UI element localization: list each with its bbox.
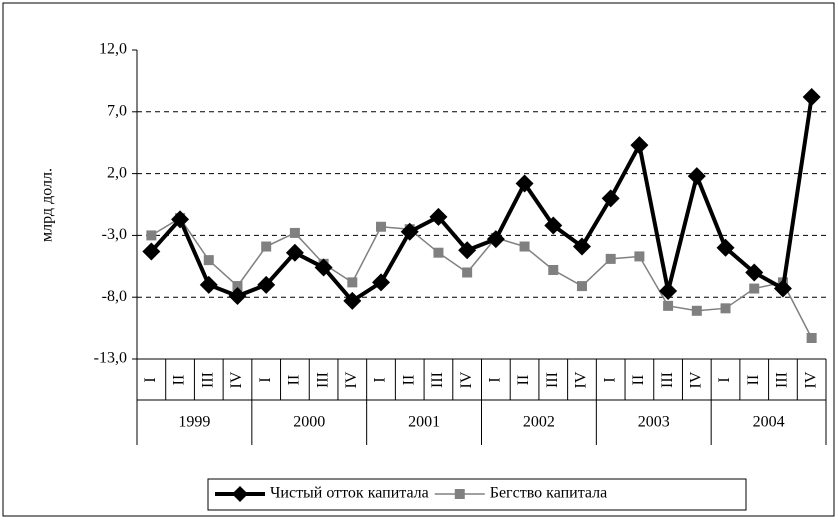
point-marker [462, 267, 473, 278]
point-marker [659, 282, 678, 301]
y-tick-label: 2,0 [107, 164, 127, 181]
point-marker [749, 283, 760, 294]
point-marker [773, 279, 792, 298]
point-marker [601, 189, 620, 208]
point-marker [605, 253, 616, 264]
point-marker [663, 300, 674, 311]
point-marker [806, 332, 817, 343]
x-tick-label: III [774, 372, 791, 388]
y-tick-label: -13,0 [94, 350, 127, 367]
point-marker [372, 273, 391, 292]
point-marker [691, 305, 702, 316]
x-tick-label: II [515, 375, 532, 386]
x-tick-label: I [142, 377, 159, 382]
x-tick-label: III [199, 372, 216, 388]
legend-label: Чистый отток капитала [270, 485, 429, 502]
x-group-label: 1999 [178, 414, 210, 431]
x-tick-label: II [745, 375, 762, 386]
point-marker [285, 243, 304, 262]
point-marker [454, 489, 465, 499]
point-marker [343, 291, 362, 310]
legend: Чистый отток капитала Бегство капитала [207, 478, 747, 511]
x-group-label: 2003 [638, 414, 670, 431]
point-marker [433, 247, 444, 258]
x-tick-label: IV [802, 371, 819, 388]
point-marker [544, 216, 563, 235]
x-tick-label: IV [228, 371, 245, 388]
point-marker [347, 277, 358, 288]
x-group-label: 2001 [408, 414, 440, 431]
point-marker [203, 255, 214, 266]
point-marker [429, 207, 448, 226]
point-marker [687, 167, 706, 186]
point-marker [572, 237, 591, 256]
x-tick-label: II [286, 375, 303, 386]
x-group-label: 2000 [293, 414, 325, 431]
x-tick-label: IV [458, 371, 475, 388]
point-marker [228, 286, 247, 305]
point-marker [576, 281, 587, 292]
point-marker [146, 230, 157, 241]
point-marker [376, 221, 387, 232]
point-marker [745, 263, 764, 282]
point-marker [232, 486, 248, 502]
y-tick-label: -3,0 [102, 226, 127, 243]
x-group-label: 2004 [753, 414, 785, 431]
x-tick-label: IV [573, 371, 590, 388]
point-marker [716, 238, 735, 257]
y-tick-label: 12,0 [99, 41, 127, 58]
legend-box [207, 478, 747, 511]
point-marker [519, 241, 530, 252]
x-tick-label: I [257, 377, 274, 382]
point-marker [314, 258, 333, 277]
point-marker [486, 230, 505, 249]
y-tick-label: -8,0 [102, 288, 127, 305]
point-marker [171, 210, 190, 229]
x-tick-label: III [314, 372, 331, 388]
point-marker [802, 87, 821, 106]
point-marker [515, 174, 534, 193]
point-marker [400, 222, 419, 241]
point-marker [630, 136, 649, 155]
x-tick-label: III [659, 372, 676, 388]
point-marker [257, 275, 276, 294]
series [146, 213, 817, 343]
x-tick-label: I [601, 377, 618, 382]
x-tick-label: I [487, 377, 504, 382]
x-tick-label: III [544, 372, 561, 388]
y-axis-label: млрд долл. [39, 168, 56, 242]
x-tick-label: II [630, 375, 647, 386]
point-marker [289, 227, 300, 238]
point-marker [261, 241, 272, 252]
point-marker [199, 275, 218, 294]
legend-label: Бегство капитала [490, 485, 607, 502]
x-tick-label: III [429, 372, 446, 388]
x-tick-label: II [400, 375, 417, 386]
x-tick-label: I [372, 377, 389, 382]
point-marker [142, 242, 161, 261]
point-marker [232, 281, 243, 292]
point-marker [634, 251, 645, 262]
y-tick-label: 7,0 [107, 102, 127, 119]
series [142, 87, 821, 310]
x-tick-label: IV [343, 371, 360, 388]
x-tick-label: I [716, 377, 733, 382]
x-tick-label: II [171, 375, 188, 386]
point-marker [720, 303, 731, 314]
point-marker [458, 241, 477, 260]
point-marker [548, 265, 559, 276]
x-tick-label: IV [687, 371, 704, 388]
x-group-label: 2002 [523, 414, 555, 431]
